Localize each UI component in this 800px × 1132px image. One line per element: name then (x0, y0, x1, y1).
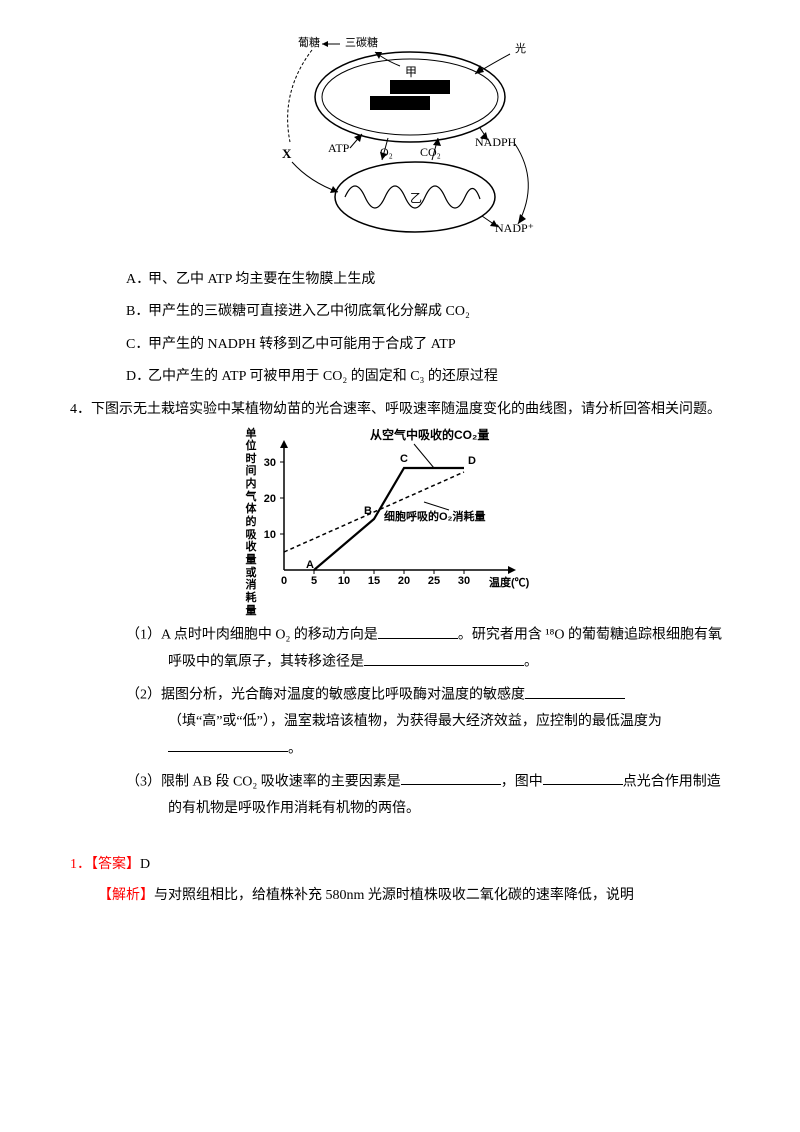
q4-sub2: （2）据图分析，光合酶对温度的敏感度比呼吸酶对温度的敏感度 （填“高”或“低”），… (126, 682, 730, 763)
point-a: A (306, 559, 314, 571)
point-d: D (468, 455, 476, 467)
q4-sub2-a: （2）据图分析，光合酶对温度的敏感度比呼吸酶对温度的敏感度 (126, 688, 525, 703)
chart-ylabel: 单位时间内气体的吸收量或消耗量 (242, 428, 260, 618)
option-b-text: 甲产生的三碳糖可直接进入乙中彻底氧化分解成 CO₂ (148, 304, 470, 319)
xtick-0: 0 (281, 575, 287, 587)
explain-text: 与对照组相比，给植株补充 580nm 光源时植株吸收二氧化碳的速率降低，说明 (154, 888, 634, 903)
nadp-label: NADP⁺ (495, 221, 534, 235)
top-mid-label: 三碳糖 (345, 35, 378, 49)
q4-sub1: （1）A 点时叶肉细胞中 O₂ 的移动方向是。研究者用含 ¹⁸O 的葡萄糖追踪根… (126, 622, 730, 676)
page: 甲 葡糖 三碳糖 光 X ATP O₂ CO₂ NADPH (0, 0, 800, 1132)
yi-label: 乙 (410, 191, 422, 205)
atp-label: ATP (328, 141, 350, 155)
jia-label: 甲 (405, 65, 417, 79)
xtick-25: 25 (428, 575, 440, 587)
blank (168, 736, 288, 752)
ytick-20: 20 (264, 493, 276, 505)
answer-value: D (140, 857, 150, 872)
answer-tag: 【答案】 (91, 857, 140, 872)
blank (364, 649, 524, 665)
x-label: X (282, 146, 292, 161)
xtick-5: 5 (311, 575, 317, 587)
explain-block: 【解析】与对照组相比，给植株补充 580nm 光源时植株吸收二氧化碳的速率降低，… (98, 883, 730, 910)
blank (378, 622, 458, 638)
blank (543, 769, 623, 785)
cell-diagram-svg: 甲 葡糖 三碳糖 光 X ATP O₂ CO₂ NADPH (250, 32, 550, 242)
chart-figure: 单位时间内气体的吸收量或消耗量 从空气中吸收的CO₂量 10 20 30 (70, 428, 730, 609)
ytick-30: 30 (264, 457, 276, 469)
option-b: B．甲产生的三碳糖可直接进入乙中彻底氧化分解成 CO₂ (126, 299, 730, 326)
top-right-label: 光 (515, 41, 526, 55)
blank (525, 682, 625, 698)
xtick-10: 10 (338, 575, 350, 587)
top-left-label: 葡糖 (298, 35, 320, 49)
xtick-15: 15 (368, 575, 380, 587)
answer-heading: 1．【答案】D (70, 852, 730, 879)
q4-sub1-c: 。 (524, 655, 538, 670)
q4-sub3-b: ，图中 (501, 774, 543, 789)
q4-sub2-b: （填“高”或“低”），温室栽培该植物，为获得最大经济效益，应控制的最低温度为 (168, 714, 662, 729)
chart-xlabel: 温度(℃) (489, 575, 530, 589)
option-c: C．甲产生的 NADPH 转移到乙中可能用于合成了 ATP (126, 332, 730, 359)
option-a: A．甲、乙中 ATP 均主要在生物膜上生成 (126, 267, 730, 294)
q4-stem: 4．下图示无土栽培实验中某植物幼苗的光合速率、呼吸速率随温度变化的曲线图，请分析… (70, 397, 730, 424)
point-c: C (400, 453, 408, 465)
xtick-30: 30 (458, 575, 470, 587)
blank (401, 769, 501, 785)
q4-sub1-a: （1）A 点时叶肉细胞中 O₂ 的移动方向是 (126, 628, 378, 643)
answer-no: 1． (70, 857, 91, 872)
q4-sub2-c: 。 (288, 741, 302, 756)
explain-tag: 【解析】 (98, 888, 154, 903)
chart-svg: 10 20 30 0 5 10 15 20 25 30 温度(℃) (250, 428, 550, 598)
option-a-text: 甲、乙中 ATP 均主要在生物膜上生成 (148, 272, 375, 287)
co2-label: CO₂ (420, 145, 441, 159)
chart-series1-label: 从空气中吸收的CO₂量 (370, 424, 489, 447)
xtick-20: 20 (398, 575, 410, 587)
option-d-text: 乙中产生的 ATP 可被甲用于 CO₂ 的固定和 C₃ 的还原过程 (148, 369, 498, 384)
q4-sub3: （3）限制 AB 段 CO₂ 吸收速率的主要因素是，图中点光合作用制造的有机物是… (126, 769, 730, 823)
option-c-text: 甲产生的 NADPH 转移到乙中可能用于合成了 ATP (148, 337, 456, 352)
option-d: D．乙中产生的 ATP 可被甲用于 CO₂ 的固定和 C₃ 的还原过程 (126, 364, 730, 391)
chart-series2-label: 细胞呼吸的O₂消耗量 (384, 509, 485, 523)
q4-sub3-a: （3）限制 AB 段 CO₂ 吸收速率的主要因素是 (126, 774, 401, 789)
cell-diagram-figure: 甲 葡糖 三碳糖 光 X ATP O₂ CO₂ NADPH (70, 32, 730, 253)
ytick-10: 10 (264, 529, 276, 541)
